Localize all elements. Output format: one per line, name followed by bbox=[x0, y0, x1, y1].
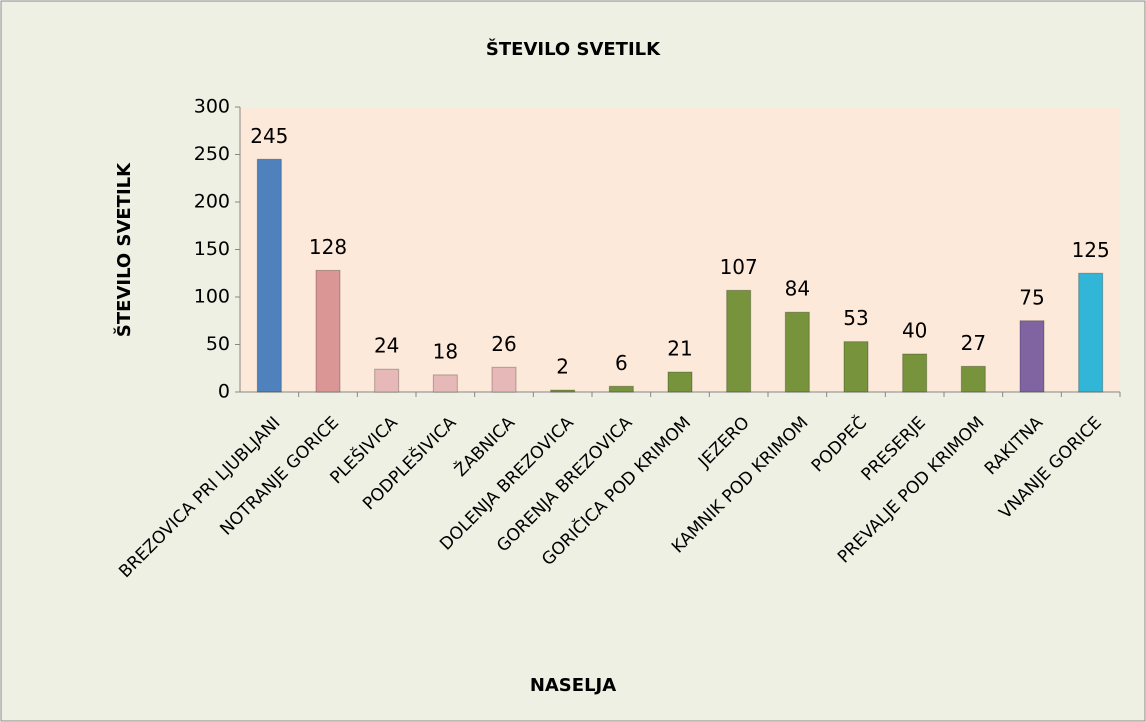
bar bbox=[667, 371, 693, 393]
data-label: 53 bbox=[843, 306, 868, 330]
data-label: 6 bbox=[615, 351, 628, 375]
bar bbox=[315, 269, 341, 393]
data-label: 24 bbox=[374, 334, 399, 358]
bar bbox=[256, 158, 282, 393]
y-tick-label: 150 bbox=[194, 238, 230, 260]
bar bbox=[960, 365, 986, 393]
y-tick-label: 200 bbox=[194, 191, 230, 213]
bar bbox=[1019, 320, 1045, 393]
data-label: 40 bbox=[902, 319, 927, 343]
data-label: 75 bbox=[1019, 285, 1044, 309]
bar bbox=[726, 289, 752, 393]
data-label: 26 bbox=[491, 332, 516, 356]
y-tick-label: 0 bbox=[218, 381, 230, 403]
data-label: 125 bbox=[1072, 238, 1110, 262]
bar bbox=[784, 311, 810, 393]
bar bbox=[550, 389, 576, 393]
data-label: 18 bbox=[433, 339, 458, 363]
data-label: 107 bbox=[720, 255, 758, 279]
chart-title: ŠTEVILO SVETILK bbox=[486, 38, 661, 60]
bar bbox=[843, 341, 869, 393]
x-axis-title: NASELJA bbox=[530, 675, 616, 696]
plot-area bbox=[240, 107, 1120, 392]
bar bbox=[374, 368, 400, 393]
y-tick-label: 300 bbox=[194, 96, 230, 118]
y-axis-title: ŠTEVILO SVETILK bbox=[113, 162, 135, 337]
data-label: 245 bbox=[250, 124, 288, 148]
data-label: 2 bbox=[556, 355, 569, 379]
data-label: 128 bbox=[309, 235, 347, 259]
bar bbox=[491, 366, 517, 393]
data-label: 84 bbox=[785, 277, 810, 301]
y-tick-label: 100 bbox=[194, 286, 230, 308]
bar bbox=[432, 374, 458, 393]
y-tick-label: 250 bbox=[194, 143, 230, 165]
bar bbox=[608, 385, 634, 393]
data-label: 27 bbox=[961, 331, 986, 355]
y-tick-label: 50 bbox=[206, 333, 230, 355]
bar bbox=[902, 353, 928, 393]
data-label: 21 bbox=[667, 337, 692, 361]
bar bbox=[1078, 272, 1104, 393]
